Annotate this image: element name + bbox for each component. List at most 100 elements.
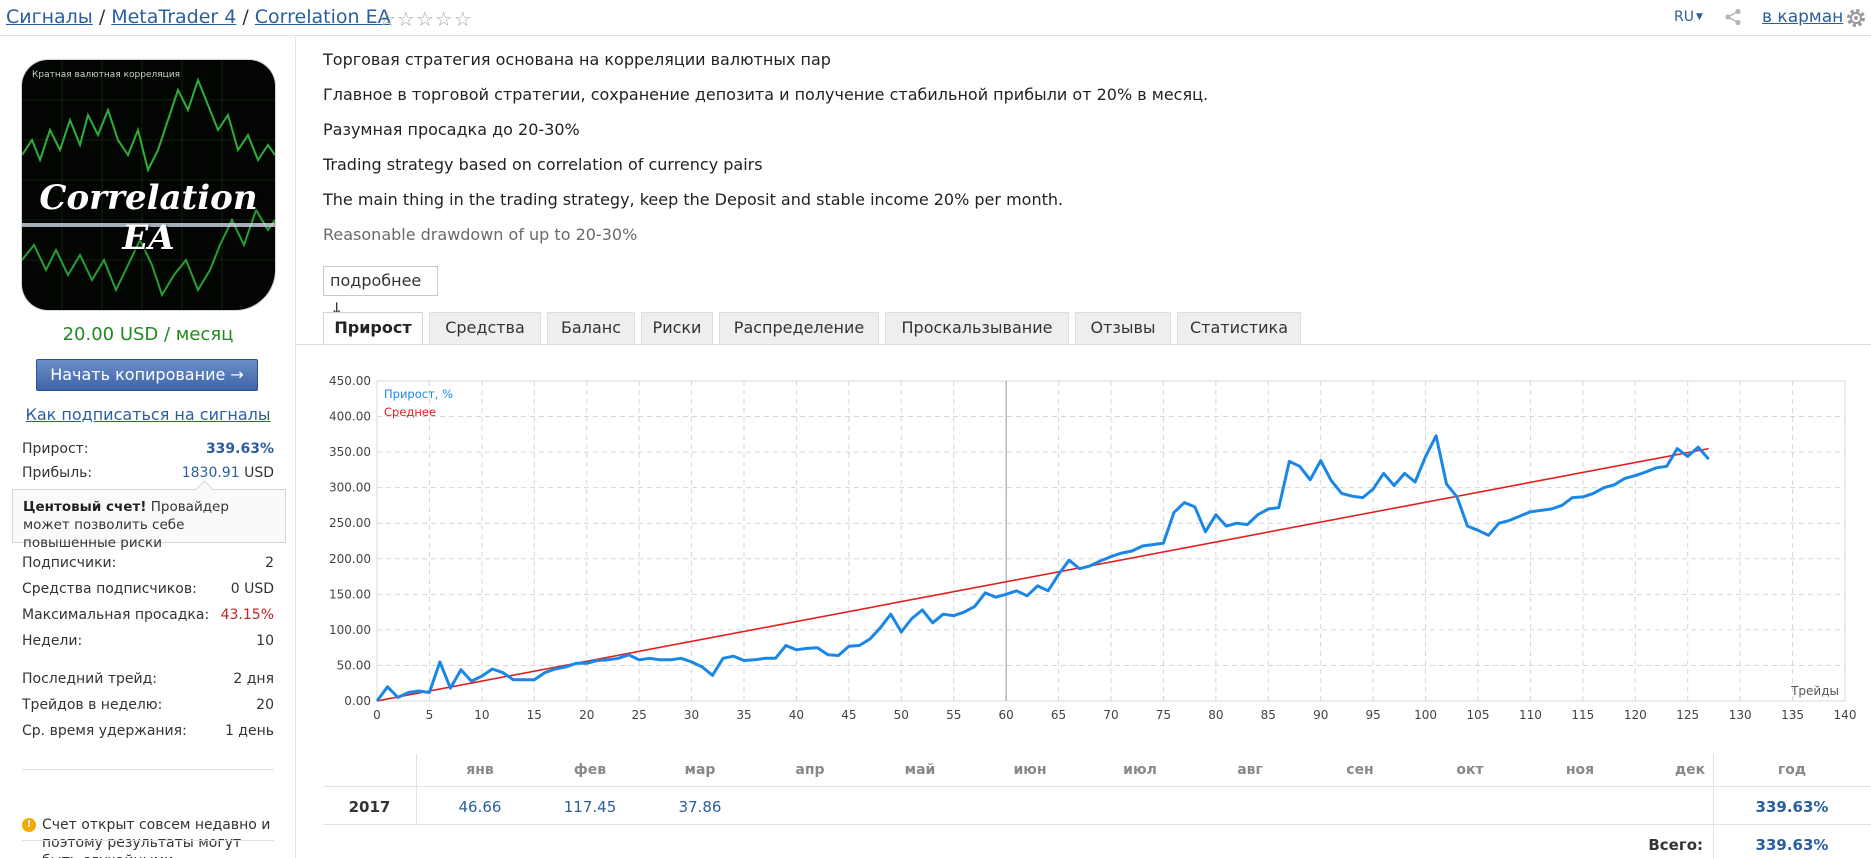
cent-account-tooltip: Центовый счет! Провайдер может позволить…	[12, 489, 286, 551]
month-header: окт	[1456, 762, 1484, 778]
y-tick-label: 50.00	[337, 658, 371, 672]
stat-last-trade: Последний трейд: 2 дня	[22, 671, 274, 687]
x-tick-label: 35	[736, 708, 751, 720]
stat-trades-per-week-label: Трейдов в неделю:	[22, 697, 163, 713]
breadcrumb: Сигналы / MetaTrader 4/Correlation EA	[6, 6, 391, 28]
rating-stars[interactable]: ☆☆☆☆☆	[378, 7, 473, 31]
y-axis-ticks: 0.00 50.00 100.00 150.00 200.00 250.00 300.00 3…	[329, 374, 371, 708]
month-header: фев	[573, 762, 607, 778]
month-header: июн	[1013, 762, 1047, 778]
breadcrumb-signal-name[interactable]: Correlation EA	[254, 6, 391, 28]
y-tick-label: 400.00	[329, 410, 371, 424]
share-icon[interactable]	[1724, 8, 1742, 26]
month-header: авг	[1237, 762, 1263, 778]
tab-growth[interactable]: Прирост	[323, 312, 423, 345]
divider	[22, 840, 274, 841]
how-to-subscribe-link[interactable]: Как подписаться на сигналы	[25, 405, 271, 424]
total-label: Всего:	[1648, 836, 1703, 854]
x-tick-label: 90	[1313, 708, 1328, 720]
table-divider	[323, 786, 1871, 787]
show-more-button[interactable]: подробнее ↓	[323, 266, 438, 318]
month-value[interactable]: 117.45	[563, 798, 617, 816]
x-tick-label: 20	[579, 708, 594, 720]
x-tick-label: 85	[1261, 708, 1276, 720]
x-tick-label: 50	[894, 708, 909, 720]
top-bar: Сигналы / MetaTrader 4/Correlation EA ☆☆☆☆…	[0, 0, 1871, 36]
divider	[22, 769, 274, 770]
stat-weeks: Недели: 10	[22, 633, 274, 649]
gear-icon[interactable]	[1845, 7, 1867, 29]
tab-slippage[interactable]: Проскальзывание	[885, 312, 1069, 344]
x-axis-ticks: 0 5 10 15 20 25 30 35 40 45 50 55 60 65 70 75 80 85 90 95 10…	[373, 708, 1856, 720]
signal-sidebar: Кратная валютная корреляция Correlation …	[0, 37, 296, 858]
tab-reviews[interactable]: Отзывы	[1075, 312, 1171, 344]
language-selector[interactable]: RU ▼	[1674, 9, 1703, 25]
stat-subscribers: Подписчики: 2	[22, 555, 274, 571]
new-account-warning-text: Счет открыт совсем недавно и поэтому рез…	[42, 817, 271, 858]
stat-profit-label: Прибыль:	[22, 465, 93, 481]
new-account-warning: ! Счет открыт совсем недавно и поэтому р…	[22, 816, 278, 858]
month-header: апр	[795, 762, 825, 778]
x-tick-label: 45	[841, 708, 856, 720]
stat-max-drawdown-value: 43.15%	[220, 607, 274, 623]
breadcrumb-platform-link[interactable]: MetaTrader 4	[111, 6, 237, 28]
tab-equity[interactable]: Средства	[429, 312, 541, 344]
stat-growth-value: 339.63%	[205, 441, 274, 457]
stat-max-drawdown: Максимальная просадка: 43.15%	[22, 607, 274, 623]
description-line: Reasonable drawdown of up to 20-30%	[323, 225, 638, 244]
x-tick-label: 100	[1414, 708, 1437, 720]
growth-series-line	[375, 434, 1710, 702]
stat-subscribers-label: Подписчики:	[22, 555, 117, 571]
month-value[interactable]: 37.86	[678, 798, 722, 816]
month-header: янв	[466, 762, 494, 778]
x-tick-label: 120	[1624, 708, 1647, 720]
total-value: 339.63%	[1755, 836, 1829, 854]
breadcrumb-separator: /	[242, 6, 249, 28]
description-line: Главное в торговой стратегии, сохранение…	[323, 85, 1209, 104]
tab-statistics[interactable]: Статистика	[1177, 312, 1301, 344]
breadcrumb-signals-link[interactable]: Сигналы	[6, 6, 93, 28]
x-tick-label: 80	[1208, 708, 1223, 720]
signal-thumbnail: Кратная валютная корреляция Correlation …	[22, 60, 275, 310]
x-tick-label: 105	[1467, 708, 1490, 720]
add-to-pocket-link[interactable]: в карман	[1762, 7, 1844, 27]
x-tick-label: 115	[1571, 708, 1594, 720]
year-total-value: 339.63%	[1755, 798, 1829, 816]
x-tick-label: 110	[1519, 708, 1542, 720]
growth-chart: 0.00 50.00 100.00 150.00 200.00 250.00 300.00 3…	[329, 374, 1856, 720]
y-tick-label: 200.00	[329, 552, 371, 566]
tab-risks[interactable]: Риски	[641, 312, 713, 344]
tabs-underline	[296, 344, 1871, 345]
stat-subscriber-funds-value: 0 USD	[230, 581, 274, 597]
month-header: мар	[684, 762, 716, 778]
stat-max-drawdown-label: Максимальная просадка:	[22, 607, 210, 623]
year-cell: 2017	[348, 798, 391, 816]
table-divider	[1713, 754, 1714, 858]
table-divider	[323, 824, 1871, 825]
stat-subscriber-funds-label: Средства подписчиков:	[22, 581, 197, 597]
start-copying-button[interactable]: Начать копирование →	[36, 359, 258, 391]
tab-distribution[interactable]: Распределение	[719, 312, 879, 344]
x-tick-label: 55	[946, 708, 961, 720]
month-value[interactable]: 46.66	[458, 798, 502, 816]
x-tick-label: 70	[1103, 708, 1118, 720]
x-tick-label: 60	[999, 708, 1014, 720]
description-line: Торговая стратегия основана на корреляци…	[323, 50, 831, 69]
language-label: RU	[1674, 9, 1694, 25]
x-tick-label: 130	[1729, 708, 1752, 720]
y-tick-label: 250.00	[329, 516, 371, 530]
thumbnail-title: Correlation EA	[39, 178, 258, 258]
x-tick-label: 65	[1051, 708, 1066, 720]
cent-account-title: Центовый счет!	[23, 499, 147, 515]
stat-growth: Прирост: 339.63%	[22, 441, 274, 457]
y-tick-label: 350.00	[329, 445, 371, 459]
stat-subscriber-funds: Средства подписчиков: 0 USD	[22, 581, 274, 597]
tab-balance[interactable]: Баланс	[547, 312, 635, 344]
stat-last-trade-value: 2 дня	[233, 671, 274, 687]
month-header: дек	[1674, 762, 1706, 778]
stat-weeks-value: 10	[256, 633, 274, 649]
y-tick-label: 100.00	[329, 623, 371, 637]
y-tick-label: 450.00	[329, 374, 371, 388]
stat-hold-time-value: 1 день	[224, 723, 274, 739]
x-tick-label: 135	[1781, 708, 1804, 720]
